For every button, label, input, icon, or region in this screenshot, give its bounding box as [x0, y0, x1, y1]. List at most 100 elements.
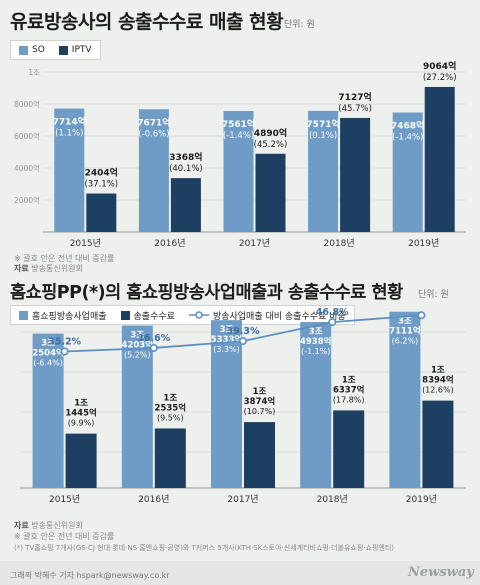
data-label-top: 3조 — [130, 331, 144, 341]
data-label-top: 3조 — [309, 327, 323, 337]
chart2-source: 자료 방송통신위원회 — [14, 520, 83, 531]
data-change-label: (-6.4%) — [33, 359, 62, 368]
data-change-label: (1.1%) — [55, 129, 83, 139]
data-change-label: (-1.1%) — [301, 347, 330, 356]
bar-iptv — [86, 193, 117, 232]
ratio-label: 36.6% — [137, 333, 170, 344]
data-label: 2404억 — [85, 167, 118, 179]
data-label: 7571억 — [306, 118, 339, 130]
legend-label-sales: 홈쇼핑방송사업매출 — [32, 311, 107, 322]
data-change-label: (6.2%) — [392, 337, 419, 346]
data-change-label: (-1.4%) — [223, 131, 254, 141]
chart2-plot: 2015년3조2504억(-6.4%)1조1445억(9.9%)2016년3조4… — [20, 307, 466, 505]
data-change-label: (-0.6%) — [138, 129, 169, 139]
x-tick-label: 2016년 — [138, 494, 169, 505]
y-tick-label: 2000억 — [14, 196, 40, 205]
data-label: 7714억 — [53, 116, 86, 128]
data-label: 7671억 — [137, 116, 170, 128]
bar-fee — [422, 400, 454, 488]
ratio-point — [417, 311, 426, 320]
chart1-unit: 단위: 원 — [284, 20, 315, 30]
bar-iptv — [255, 153, 286, 232]
chart2-unit: 단위: 원 — [418, 290, 449, 300]
ratio-point — [149, 343, 158, 352]
data-change-label: (10.7%) — [244, 407, 276, 416]
bar-fee — [244, 422, 275, 488]
chart1-legend: SO IPTV — [10, 40, 101, 60]
y-tick-label: 6000억 — [14, 132, 40, 141]
data-label: 8394억 — [422, 375, 453, 386]
legend-label-iptv: IPTV — [71, 45, 92, 55]
bar-fee — [333, 410, 365, 488]
legend-line-ratio-icon — [188, 311, 209, 319]
x-tick-label: 2018년 — [317, 494, 348, 505]
ratio-label: 39.3% — [227, 326, 260, 337]
footer-credit: 그래픽 박혜수 기자 hspark@newsway.co.kr — [10, 571, 170, 580]
data-label: 2504억 — [32, 348, 63, 359]
data-label: 7468억 — [391, 120, 424, 132]
ratio-point — [60, 347, 69, 356]
data-change-label: (45.7%) — [338, 104, 372, 114]
data-label-top: 1조 — [431, 366, 445, 376]
chart1-source: 자료 방송통신위원회 — [14, 263, 83, 274]
data-change-label: (12.6%) — [422, 386, 454, 395]
x-tick-label: 2016년 — [154, 238, 185, 249]
chart2-legend: 홈쇼핑방송사업매출 송출수수료 방송사업매출 대비 송출수수료 비중 — [10, 305, 355, 325]
legend-swatch-iptv — [58, 45, 68, 55]
chart2-note: ※ 괄호 안은 전년 대비 증감률 — [14, 532, 115, 541]
legend-item-fee: 송출수수료 — [120, 309, 175, 322]
data-label: 4938억 — [300, 336, 331, 347]
footer-bar — [0, 561, 480, 585]
ratio-point — [328, 318, 337, 327]
data-label: 7111억 — [389, 326, 420, 337]
data-change-label: (5.2%) — [124, 351, 151, 360]
data-change-label: (9.9%) — [68, 419, 95, 428]
bar-so — [392, 112, 423, 232]
data-label: 3874억 — [244, 396, 275, 407]
data-label-top: 1조 — [342, 375, 356, 385]
data-change-label: (27.2%) — [423, 73, 457, 83]
data-change-label: (17.8%) — [333, 395, 365, 404]
legend-item-so: SO — [19, 45, 45, 55]
chart1-source-label: 자료 — [14, 264, 29, 273]
x-tick-label: 2017년 — [227, 494, 258, 505]
chart1-note: ※ 괄호 안은 전년 대비 증감률 — [14, 254, 115, 263]
data-label-top: 1조 — [163, 393, 177, 403]
x-tick-label: 2015년 — [49, 494, 80, 505]
x-tick-label: 2018년 — [324, 238, 355, 249]
legend-item-ratio: 방송사업매출 대비 송출수수료 비중 — [188, 309, 346, 322]
chart2-footnote: (*) TV홈쇼핑 7개사(GS·CJ·현대·롯데·NS·홈앤쇼핑·공영)와 T… — [14, 544, 395, 552]
bar-sales — [389, 311, 421, 488]
x-tick-label: 2015년 — [70, 238, 101, 249]
data-change-label: (-1.4%) — [392, 133, 423, 143]
legend-item-iptv: IPTV — [58, 45, 92, 55]
bar-fee — [65, 433, 97, 488]
bar-so — [54, 108, 85, 232]
data-label: 4203억 — [122, 340, 153, 351]
chart2-source-label: 자료 — [14, 521, 29, 530]
data-label-top: 1조 — [74, 399, 88, 409]
legend-swatch-sales — [19, 310, 28, 320]
legend-swatch-fee — [120, 310, 130, 320]
chart2-title: 홈쇼핑PP(*)의 홈쇼핑방송사업매출과 송출수수료 현황 — [10, 283, 403, 303]
data-label: 2535억 — [155, 402, 186, 413]
bar-sales — [211, 320, 242, 488]
data-label: 9064억 — [423, 60, 456, 72]
y-tick-label: 1조 — [28, 68, 40, 77]
legend-label-fee: 송출수수료 — [133, 311, 175, 322]
ratio-point — [239, 337, 248, 346]
x-tick-label: 2019년 — [406, 494, 437, 505]
legend-swatch-so — [19, 45, 28, 55]
bar-iptv — [424, 86, 455, 232]
data-label-top: 3조 — [398, 317, 412, 327]
ratio-label: 35.2% — [48, 336, 81, 347]
bar-so — [138, 109, 169, 232]
x-tick-label: 2019년 — [408, 238, 439, 249]
legend-label-ratio: 방송사업매출 대비 송출수수료 비중 — [212, 311, 346, 322]
data-label-top: 1조 — [253, 387, 267, 397]
data-label: 5333억 — [211, 334, 242, 345]
data-change-label: (3.3%) — [213, 345, 240, 354]
data-change-label: (37.1%) — [84, 180, 118, 190]
data-label: 1445억 — [65, 408, 96, 419]
data-change-label: (0.1%) — [309, 131, 337, 141]
